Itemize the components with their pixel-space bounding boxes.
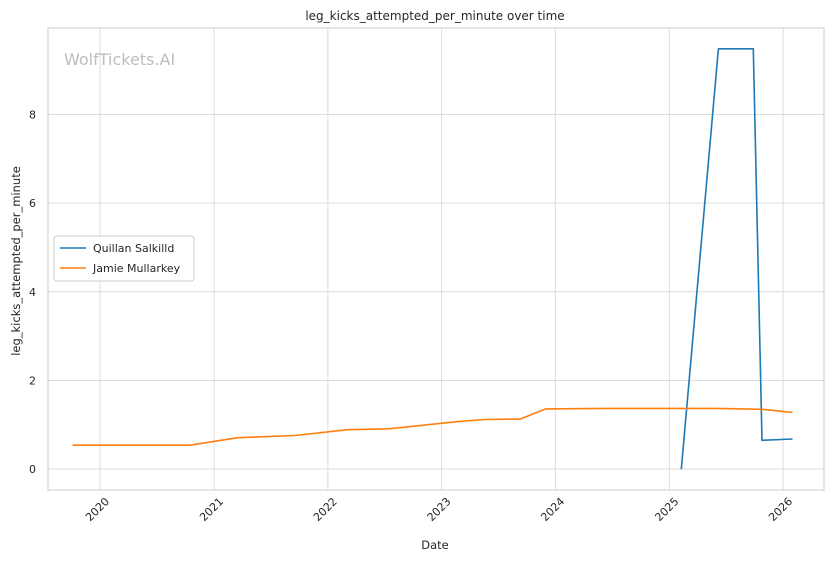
y-tick-label-4: 4 xyxy=(29,286,36,299)
y-tick-label-0: 0 xyxy=(29,463,36,476)
y-tick-label-2: 2 xyxy=(29,374,36,387)
series-line-quillan-salkilld xyxy=(680,47,793,470)
legend: Quillan Salkilld Jamie Mullarkey xyxy=(53,235,195,282)
plot-frame xyxy=(47,27,825,491)
y-tick-label-6: 6 xyxy=(29,197,36,210)
y-tick-label-8: 8 xyxy=(29,108,36,121)
x-axis-title: Date xyxy=(421,538,449,552)
y-axis-title: leg_kicks_attempted_per_minute xyxy=(9,166,23,356)
chart-title: leg_kicks_attempted_per_minute over time xyxy=(305,9,564,23)
series-line-jamie-mullarkey xyxy=(72,407,793,447)
legend-label-jamie-mullarkey: Jamie Mullarkey xyxy=(92,262,181,275)
series-layer xyxy=(72,47,793,470)
legend-label-quillan-salkilld: Quillan Salkilld xyxy=(93,242,174,255)
y-axis-ticks: 0 2 4 6 8 xyxy=(29,108,36,476)
watermark: WolfTickets.AI xyxy=(64,50,175,69)
grid xyxy=(48,28,824,490)
legend-box xyxy=(53,235,195,282)
